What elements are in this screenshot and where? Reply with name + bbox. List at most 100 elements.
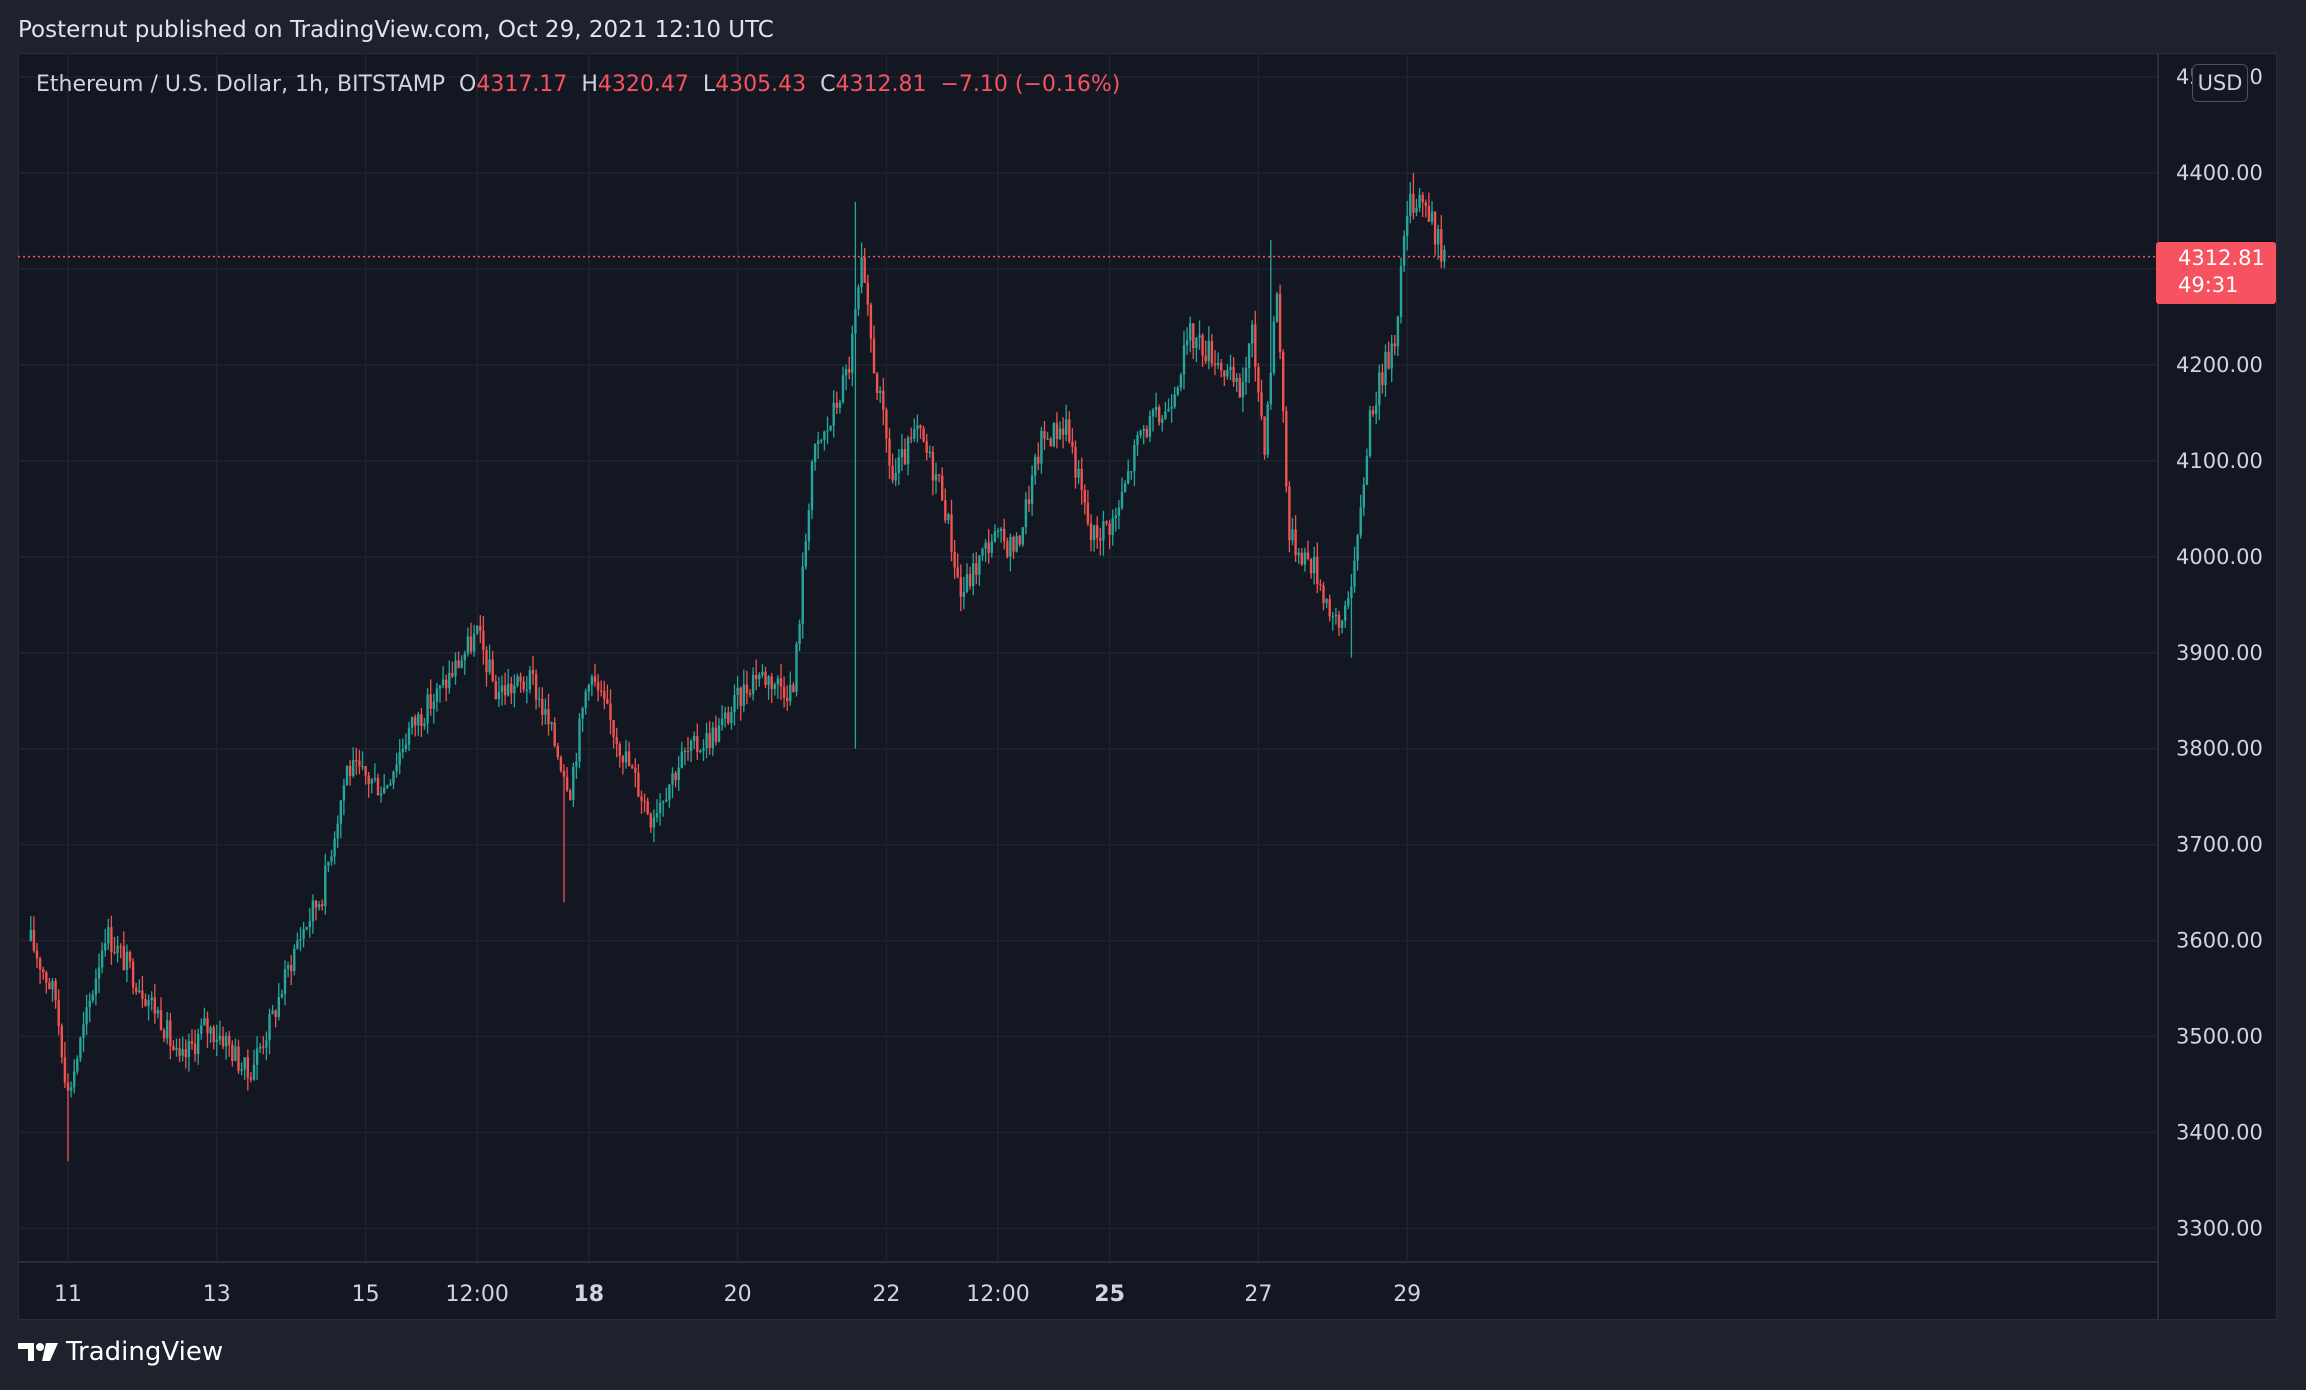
candle-body xyxy=(386,785,389,788)
candle-body xyxy=(1232,366,1235,382)
candle-body xyxy=(1185,340,1189,345)
candle-body xyxy=(860,257,863,288)
candle-body xyxy=(159,1010,163,1031)
price-tick-label: 4200.00 xyxy=(2176,353,2263,377)
candle-body xyxy=(981,548,984,556)
candle-body xyxy=(88,1000,91,1008)
candle-body xyxy=(1061,428,1065,435)
candle-body xyxy=(1142,428,1145,431)
tradingview-logo[interactable]: TradingView xyxy=(18,1337,223,1367)
candle-body xyxy=(736,687,739,695)
candle-body xyxy=(578,718,581,762)
candle-body xyxy=(330,856,333,862)
candle-body xyxy=(562,771,566,777)
candle-body xyxy=(1396,316,1400,347)
candle-body xyxy=(1275,294,1279,322)
candle-body xyxy=(1402,235,1406,266)
candle-body xyxy=(931,451,935,481)
candle-body xyxy=(671,773,674,785)
candle-body xyxy=(773,684,776,690)
candle-body xyxy=(215,1039,218,1042)
candle-body xyxy=(813,443,817,462)
chart-frame xyxy=(18,53,2277,1320)
candle-body xyxy=(1229,366,1232,371)
candle-body xyxy=(203,1018,206,1026)
candle-body xyxy=(751,674,755,694)
currency-button[interactable]: USD xyxy=(2192,64,2248,102)
candle-body xyxy=(553,722,556,747)
candle-body xyxy=(1049,438,1052,447)
time-tick-label: 25 xyxy=(1094,1282,1125,1307)
candle-body xyxy=(1052,423,1055,447)
candle-body xyxy=(1055,423,1059,439)
candle-body xyxy=(767,676,770,685)
candle-body xyxy=(538,698,541,701)
candle-body xyxy=(900,449,904,458)
candle-body xyxy=(1223,370,1226,377)
candle-body xyxy=(593,676,597,682)
candle-body xyxy=(178,1047,181,1056)
candle-body xyxy=(792,684,795,692)
candle-body xyxy=(603,691,606,700)
candle-body xyxy=(423,723,426,727)
time-tick-label: 29 xyxy=(1393,1282,1421,1307)
candle-body xyxy=(835,402,838,408)
candle-body xyxy=(1424,202,1427,207)
candle-body xyxy=(714,727,718,742)
candlestick-chart[interactable]: 4500.004400.004300.004200.004100.004000.… xyxy=(18,53,2277,1320)
candle-body xyxy=(1127,471,1130,484)
candle-body xyxy=(1443,249,1446,262)
candle-body xyxy=(60,1026,63,1058)
candle-body xyxy=(432,701,435,709)
candle-body xyxy=(255,1048,259,1065)
candle-body xyxy=(879,390,882,393)
candle-body xyxy=(534,674,538,700)
candle-body xyxy=(1198,335,1201,338)
candle-body xyxy=(1257,366,1260,393)
candle-body xyxy=(1294,529,1297,556)
candle-body xyxy=(1378,372,1381,406)
candle-body xyxy=(658,802,662,814)
candle-body xyxy=(500,685,504,692)
candle-body xyxy=(1251,324,1254,344)
time-tick-label: 15 xyxy=(352,1282,380,1307)
last-price-badge: 4312.81 49:31 xyxy=(2156,242,2276,304)
candle-body xyxy=(348,766,352,777)
candle-body xyxy=(941,475,944,501)
time-axis: 11 13 15 12:00 18 20 22 12:00 25 27 29 xyxy=(54,1282,1421,1307)
candle-body xyxy=(184,1049,187,1058)
candle-body xyxy=(469,636,473,652)
candle-body xyxy=(634,767,637,773)
candle-body xyxy=(1111,518,1114,535)
candle-body xyxy=(832,402,835,426)
candle-body xyxy=(516,676,519,686)
candle-body xyxy=(122,946,125,971)
candle-body xyxy=(370,779,373,784)
bar-countdown: 49:31 xyxy=(2178,273,2239,297)
candle-body xyxy=(1201,335,1204,356)
candle-body xyxy=(1040,430,1043,464)
symbol-title[interactable]: Ethereum / U.S. Dollar, 1h, BITSTAMP xyxy=(36,72,445,97)
candle-body xyxy=(107,927,110,944)
candle-body xyxy=(249,1077,253,1080)
candle-body xyxy=(451,672,454,677)
candle-body xyxy=(91,994,94,1001)
candle-body xyxy=(965,574,969,592)
time-tick-label: 13 xyxy=(203,1282,231,1307)
candle-body xyxy=(689,740,693,752)
candle-body xyxy=(1151,410,1155,417)
candle-body xyxy=(407,727,411,745)
candle-body xyxy=(1192,323,1195,349)
candle-body xyxy=(131,961,135,988)
candle-body xyxy=(1393,343,1396,347)
candle-body xyxy=(38,958,42,970)
candle-body xyxy=(959,577,962,597)
price-tick-label: 4400.00 xyxy=(2176,161,2263,185)
candle-body xyxy=(373,778,377,780)
candle-body xyxy=(758,675,761,680)
candle-body xyxy=(587,684,590,692)
candle-body xyxy=(302,929,305,939)
candle-body xyxy=(460,660,463,668)
candle-body xyxy=(544,709,547,715)
time-tick-label: 11 xyxy=(54,1282,82,1307)
